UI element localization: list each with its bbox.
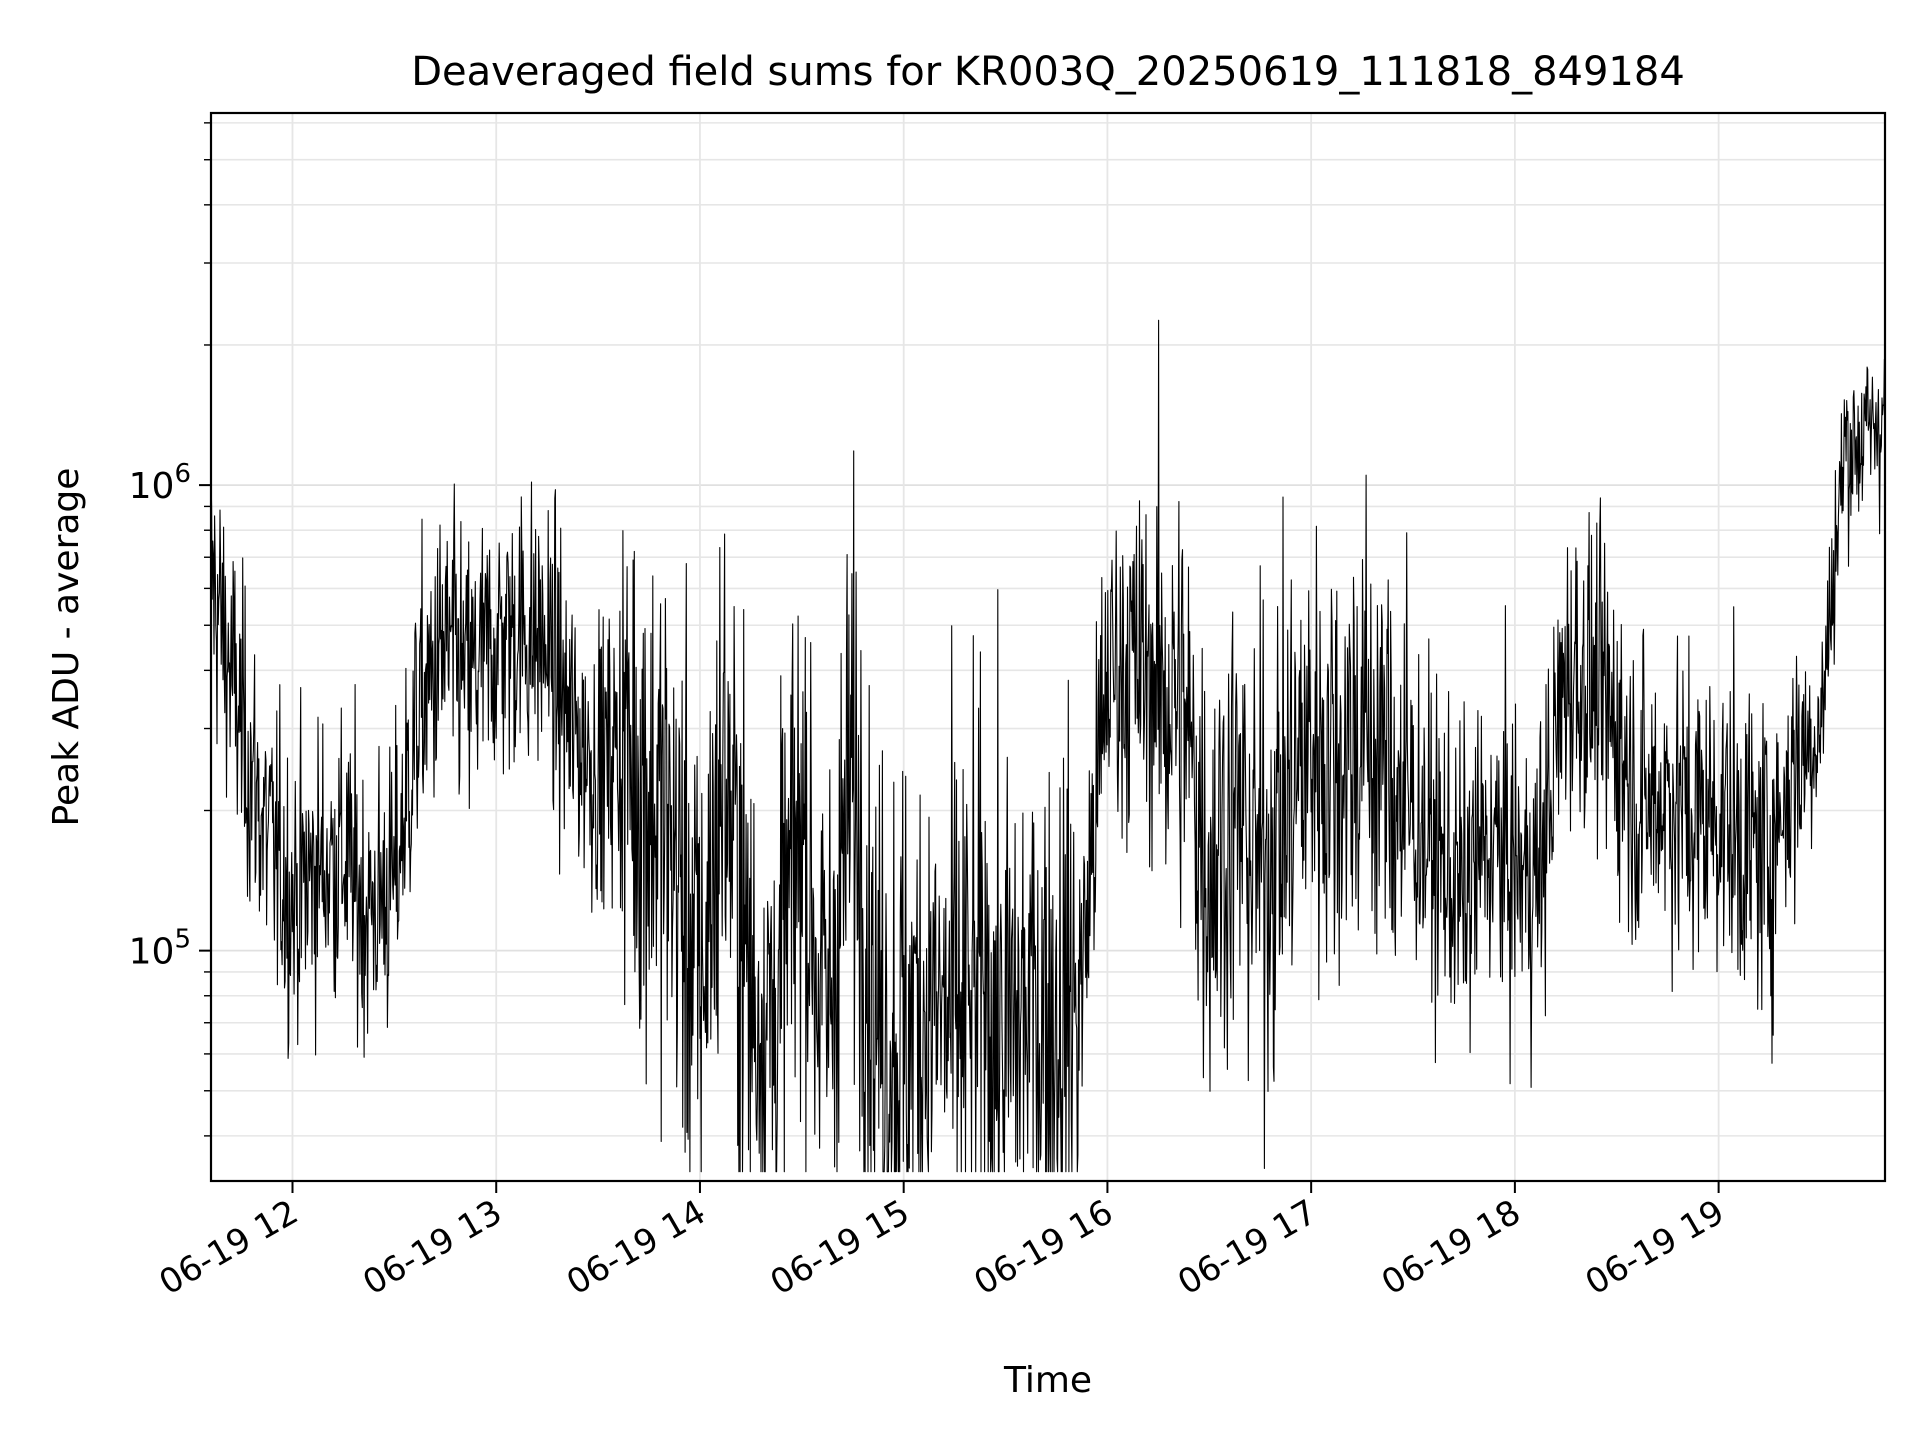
y-axis-label: Peak ADU - average (46, 468, 87, 827)
y-tick-label: 106 (129, 459, 191, 507)
series-line-group (210, 319, 1886, 1173)
series-line (210, 319, 1886, 1173)
chart-title: Deaveraged field sums for KR003Q_2025061… (411, 49, 1685, 95)
x-axis-label: Time (1003, 1360, 1092, 1401)
plot-frame (209, 111, 1887, 1183)
grid-lines (211, 113, 1885, 1181)
y-tick-label: 105 (129, 925, 191, 973)
